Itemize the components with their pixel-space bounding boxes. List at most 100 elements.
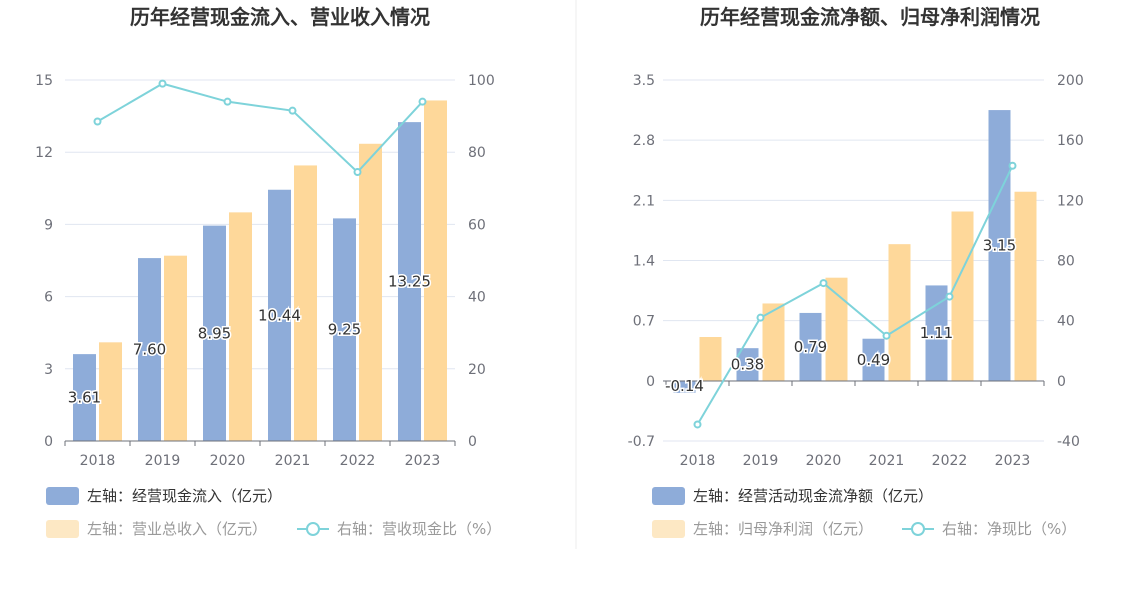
left-axis-tick: 9 bbox=[44, 217, 53, 233]
right-axis-tick: 80 bbox=[1057, 254, 1075, 270]
left-axis-tick: 12 bbox=[35, 145, 53, 161]
left-axis-tick: 2.8 bbox=[633, 133, 655, 149]
x-axis-tick-label: 2019 bbox=[743, 453, 779, 469]
line-point bbox=[353, 168, 362, 177]
bar-series-2 bbox=[1014, 191, 1037, 381]
data-label: 13.25 bbox=[388, 273, 431, 291]
data-label: 8.95 bbox=[198, 324, 231, 342]
line-series bbox=[696, 165, 1014, 425]
bar-series-2 bbox=[294, 165, 317, 442]
data-label: 1.11 bbox=[920, 324, 953, 342]
left-axis-tick: 0 bbox=[44, 434, 53, 450]
bar-series-1 bbox=[333, 218, 356, 441]
line-point bbox=[945, 292, 954, 301]
data-label: 3.15 bbox=[983, 237, 1016, 255]
x-axis-tick-label: 2020 bbox=[210, 453, 246, 469]
left-axis-tick: 15 bbox=[35, 73, 53, 89]
left-axis-tick: 3 bbox=[44, 362, 53, 378]
legend-label-series-1: 左轴：经营活动现金流净额（亿元） bbox=[693, 487, 933, 505]
chart-title: 历年经营现金流净额、归母净利润情况 bbox=[700, 5, 1040, 29]
legend-swatch-series-2 bbox=[46, 520, 79, 538]
left-axis-tick: -0.7 bbox=[628, 434, 655, 450]
chart-panel-2: 历年经营现金流净额、归母净利润情况 -0.7 0 0.7 1.4 2.1 2.8 3.5 -40… bbox=[628, 5, 1084, 538]
bar-series-2 bbox=[99, 342, 122, 441]
data-label: 0.79 bbox=[794, 338, 827, 356]
bar-series-1 bbox=[398, 122, 421, 441]
bar-series-1 bbox=[203, 225, 226, 441]
right-axis-tick: 20 bbox=[468, 362, 486, 378]
left-axis-tick: 0.7 bbox=[633, 314, 655, 330]
bar-series-2 bbox=[699, 336, 722, 381]
bar-series-1 bbox=[799, 312, 822, 381]
line-series bbox=[96, 82, 424, 174]
x-axis-tick-label: 2019 bbox=[145, 453, 181, 469]
x-axis-tick-label: 2022 bbox=[932, 453, 968, 469]
line-point bbox=[756, 313, 765, 322]
legend-swatch-series-1 bbox=[46, 487, 79, 505]
bar-series-2 bbox=[825, 277, 848, 381]
x-axis-tick-label: 2020 bbox=[806, 453, 842, 469]
bar-series-2 bbox=[424, 100, 447, 441]
data-label: 0.49 bbox=[857, 351, 890, 369]
legend-label-series-2: 左轴：归母净利润（亿元） bbox=[693, 520, 873, 538]
line-point bbox=[223, 97, 232, 106]
chart-panel-1: 历年经营现金流入、营业收入情况 0 3 6 9 12 15 0 20 40 60 80 100 2018 2… bbox=[35, 5, 501, 538]
bar-series-2 bbox=[762, 303, 785, 381]
bar-series-1 bbox=[925, 285, 948, 381]
right-axis-tick: 200 bbox=[1057, 73, 1084, 89]
left-axis-tick: 2.1 bbox=[633, 193, 655, 209]
x-axis-tick-label: 2021 bbox=[869, 453, 905, 469]
left-axis-tick: 3.5 bbox=[633, 73, 655, 89]
right-axis-tick: 0 bbox=[1057, 374, 1066, 390]
legend-swatch-series-3-marker bbox=[911, 522, 925, 536]
bar-series-1 bbox=[268, 189, 291, 441]
bar-series-2 bbox=[359, 143, 382, 441]
bar-series-2 bbox=[229, 212, 252, 441]
right-axis-tick: 120 bbox=[1057, 193, 1084, 209]
line-point bbox=[819, 279, 828, 288]
line-point bbox=[418, 97, 427, 106]
line-point bbox=[93, 117, 102, 126]
bar-series-1 bbox=[988, 110, 1011, 381]
bar-series-1 bbox=[673, 380, 696, 393]
legend-label-series-2: 左轴：营业总收入（亿元） bbox=[87, 520, 267, 538]
legend-label-series-3: 右轴：净现比（%） bbox=[942, 520, 1076, 538]
bar-series-2 bbox=[951, 211, 974, 381]
bar-series-2 bbox=[888, 244, 911, 381]
line-point bbox=[693, 420, 702, 429]
chart-title: 历年经营现金流入、营业收入情况 bbox=[130, 5, 430, 29]
data-label: 3.61 bbox=[68, 389, 101, 407]
bar-series-2 bbox=[164, 255, 187, 441]
legend-label-series-1: 左轴：经营现金流入（亿元） bbox=[87, 487, 282, 505]
data-label: 7.60 bbox=[133, 341, 166, 359]
right-axis-tick: 40 bbox=[468, 290, 486, 306]
x-axis-tick-label: 2023 bbox=[995, 453, 1031, 469]
right-axis-tick: 80 bbox=[468, 145, 486, 161]
right-axis-tick: 160 bbox=[1057, 133, 1084, 149]
right-axis-tick: 40 bbox=[1057, 314, 1075, 330]
line-point bbox=[158, 79, 167, 88]
legend-swatch-series-3-marker bbox=[306, 522, 320, 536]
x-axis-tick-label: 2021 bbox=[275, 453, 311, 469]
data-label: 0.38 bbox=[731, 356, 764, 374]
data-label: 10.44 bbox=[258, 306, 301, 324]
legend-swatch-series-2 bbox=[652, 520, 685, 538]
data-label: -0.14 bbox=[665, 377, 704, 395]
legend-label-series-3: 右轴：营收现金比（%） bbox=[337, 520, 501, 538]
line-point bbox=[882, 331, 891, 340]
x-axis-tick-label: 2018 bbox=[80, 453, 116, 469]
left-axis-tick: 1.4 bbox=[633, 254, 655, 270]
x-axis-tick-label: 2023 bbox=[405, 453, 441, 469]
line-point bbox=[288, 106, 297, 115]
right-axis-tick: 0 bbox=[468, 434, 477, 450]
line-point bbox=[1008, 161, 1017, 170]
bar-series-1 bbox=[862, 338, 885, 381]
bar-series-1 bbox=[736, 348, 759, 381]
left-axis-tick: 0 bbox=[646, 374, 655, 390]
x-axis-tick-label: 2022 bbox=[340, 453, 376, 469]
bar-series-1 bbox=[73, 354, 96, 441]
data-label: 9.25 bbox=[328, 321, 361, 339]
bar-series-1 bbox=[138, 258, 161, 441]
